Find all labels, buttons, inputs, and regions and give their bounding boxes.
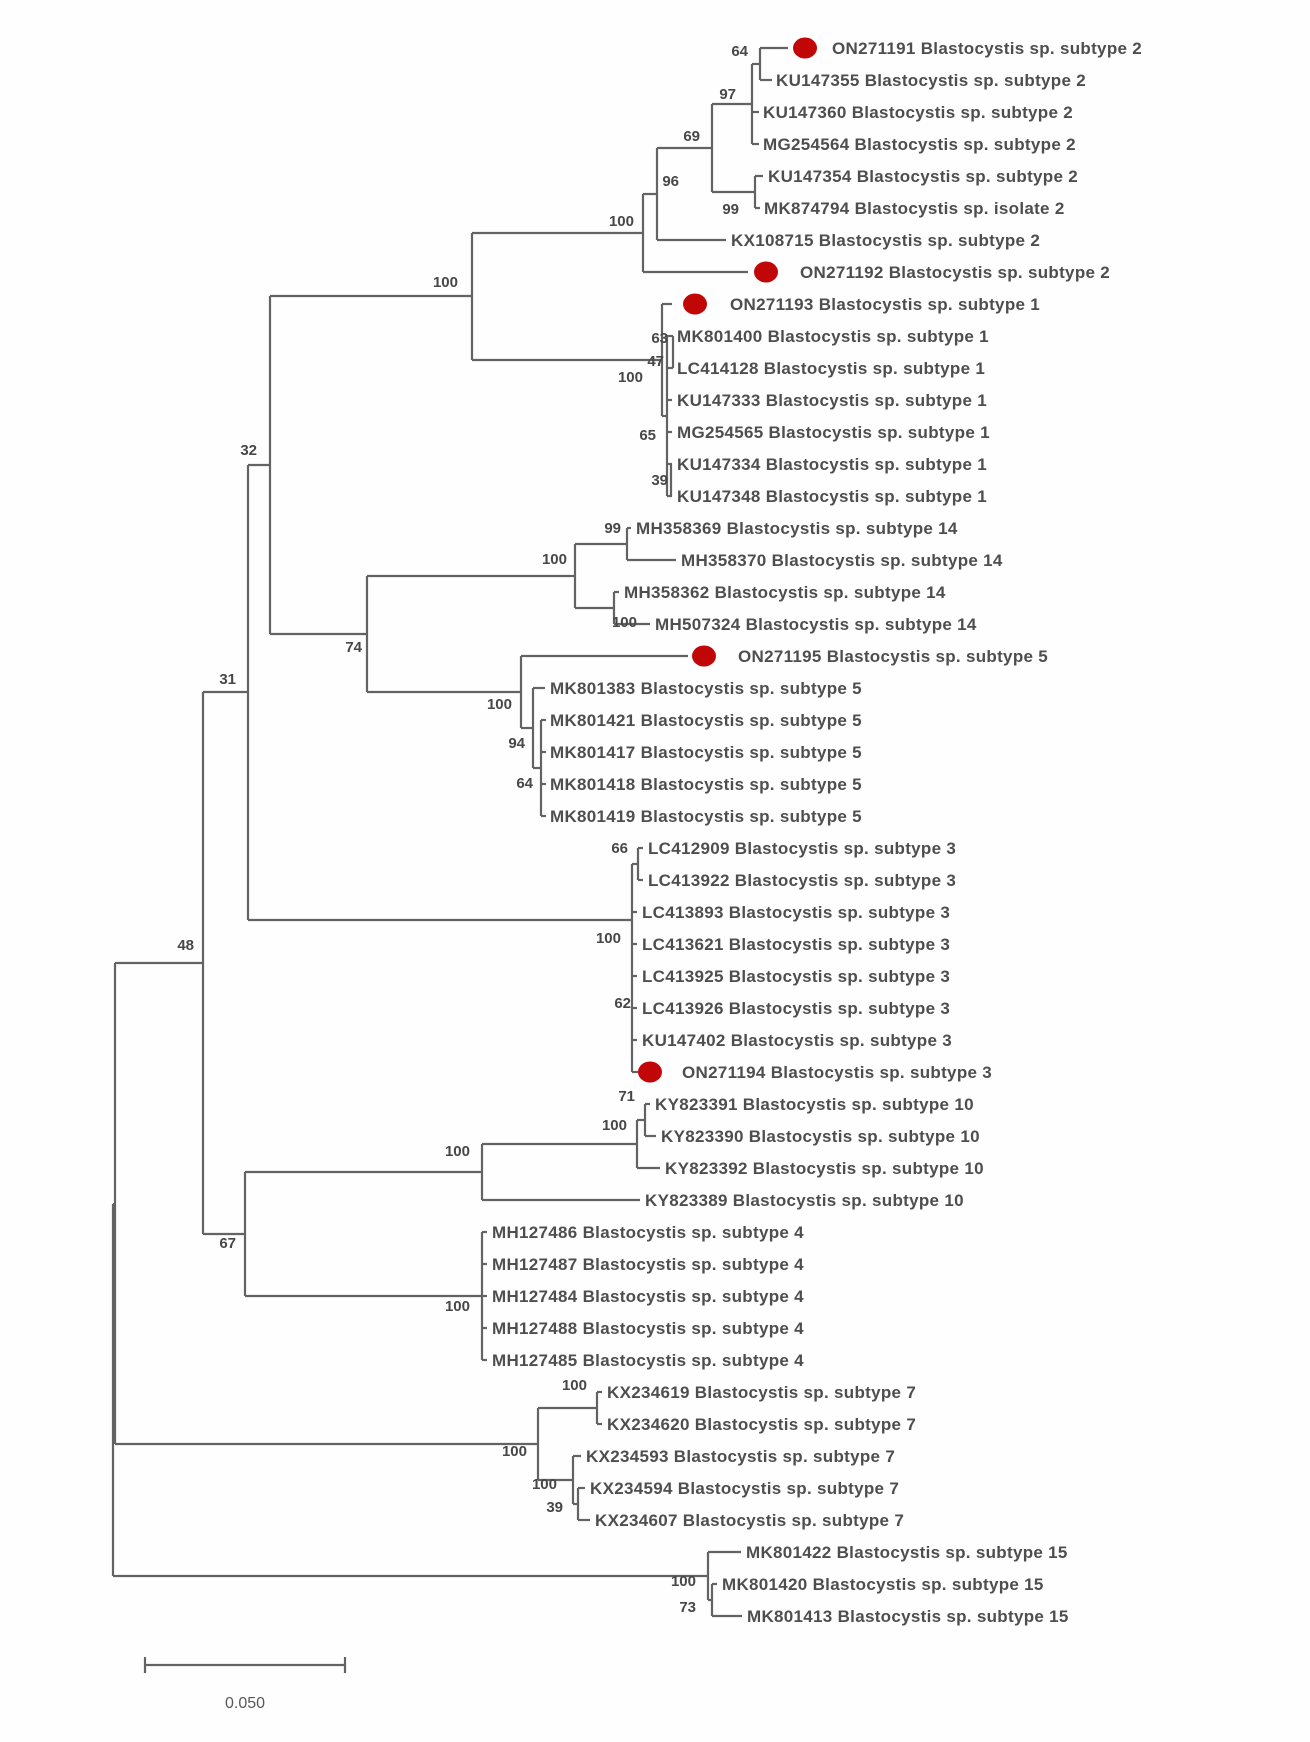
taxon-label: KY823389 Blastocystis sp. subtype 10	[645, 1191, 964, 1210]
taxon-label: KY823391 Blastocystis sp. subtype 10	[655, 1095, 974, 1114]
bootstrap-value: 39	[651, 472, 668, 489]
bootstrap-value: 100	[618, 369, 643, 386]
bootstrap-value: 100	[562, 1377, 587, 1394]
taxon-label: MH358369 Blastocystis sp. subtype 14	[636, 519, 958, 538]
taxon-label: KU147334 Blastocystis sp. subtype 1	[677, 455, 987, 474]
bootstrap-value: 48	[177, 937, 194, 954]
taxon-label: KU147360 Blastocystis sp. subtype 2	[763, 103, 1073, 122]
bootstrap-value: 100	[609, 213, 634, 230]
bootstrap-value: 69	[683, 128, 700, 145]
bootstrap-value: 32	[240, 442, 257, 459]
bootstrap-value: 97	[719, 86, 736, 103]
bootstrap-value: 39	[546, 1499, 563, 1516]
taxon-label: LC412909 Blastocystis sp. subtype 3	[648, 839, 956, 858]
taxon-label: KX234619 Blastocystis sp. subtype 7	[607, 1383, 916, 1402]
taxon-label: MH127485 Blastocystis sp. subtype 4	[492, 1351, 804, 1370]
taxon-label: MH127484 Blastocystis sp. subtype 4	[492, 1287, 804, 1306]
bootstrap-value: 99	[722, 201, 739, 218]
taxon-label: MK801383 Blastocystis sp. subtype 5	[550, 679, 862, 698]
taxon-label: KU147333 Blastocystis sp. subtype 1	[677, 391, 987, 410]
taxon-label: MH127486 Blastocystis sp. subtype 4	[492, 1223, 804, 1242]
bootstrap-value: 64	[731, 43, 748, 60]
bootstrap-value: 100	[542, 551, 567, 568]
taxon-label: MH127488 Blastocystis sp. subtype 4	[492, 1319, 804, 1338]
taxon-label: LC413621 Blastocystis sp. subtype 3	[642, 935, 950, 954]
taxon-label: KU147354 Blastocystis sp. subtype 2	[768, 167, 1078, 186]
taxon-label: MK801420 Blastocystis sp. subtype 15	[722, 1575, 1044, 1594]
bootstrap-value: 65	[639, 427, 656, 444]
taxon-label: ON271193 Blastocystis sp. subtype 1	[730, 295, 1040, 314]
bootstrap-value: 100	[671, 1573, 696, 1590]
taxon-label: LC413922 Blastocystis sp. subtype 3	[648, 871, 956, 890]
taxon-label: MK801422 Blastocystis sp. subtype 15	[746, 1543, 1068, 1562]
bootstrap-value: 73	[679, 1599, 696, 1616]
taxon-label: MH127487 Blastocystis sp. subtype 4	[492, 1255, 804, 1274]
taxon-label: MG254565 Blastocystis sp. subtype 1	[677, 423, 990, 442]
taxon-label: MK801417 Blastocystis sp. subtype 5	[550, 743, 862, 762]
taxon-label: MK801419 Blastocystis sp. subtype 5	[550, 807, 862, 826]
taxon-label: MK874794 Blastocystis sp. isolate 2	[764, 199, 1065, 218]
taxon-label: KX234593 Blastocystis sp. subtype 7	[586, 1447, 895, 1466]
bootstrap-value: 100	[612, 614, 637, 631]
taxon-label: MH507324 Blastocystis sp. subtype 14	[655, 615, 977, 634]
taxon-label: KX234607 Blastocystis sp. subtype 7	[595, 1511, 904, 1530]
taxon-label: KY823390 Blastocystis sp. subtype 10	[661, 1127, 980, 1146]
study-sequence-marker-dot	[793, 37, 817, 59]
bootstrap-value: 100	[433, 274, 458, 291]
taxon-label: MH358370 Blastocystis sp. subtype 14	[681, 551, 1003, 570]
taxon-label: MG254564 Blastocystis sp. subtype 2	[763, 135, 1076, 154]
bootstrap-value: 100	[445, 1143, 470, 1160]
study-sequence-marker-dot	[754, 261, 778, 283]
taxon-label: MK801413 Blastocystis sp. subtype 15	[747, 1607, 1069, 1626]
bootstrap-value: 100	[532, 1476, 557, 1493]
bootstrap-value: 64	[516, 775, 533, 792]
bootstrap-value: 100	[445, 1298, 470, 1315]
taxon-label: MK801418 Blastocystis sp. subtype 5	[550, 775, 862, 794]
bootstrap-value: 62	[614, 995, 631, 1012]
study-sequence-marker-dot	[638, 1061, 662, 1083]
taxon-label: KU147348 Blastocystis sp. subtype 1	[677, 487, 987, 506]
taxon-label: ON271194 Blastocystis sp. subtype 3	[682, 1063, 992, 1082]
bootstrap-value: 74	[345, 639, 362, 656]
taxon-label: ON271192 Blastocystis sp. subtype 2	[800, 263, 1110, 282]
bootstrap-value: 100	[602, 1117, 627, 1134]
bootstrap-value: 47	[647, 353, 664, 370]
bootstrap-value: 100	[487, 696, 512, 713]
taxon-label: KX234620 Blastocystis sp. subtype 7	[607, 1415, 916, 1434]
bootstrap-value: 96	[662, 173, 679, 190]
bootstrap-value: 71	[618, 1088, 635, 1105]
scale-bar-label: 0.050	[225, 1695, 265, 1712]
study-sequence-marker-dot	[683, 293, 707, 315]
bootstrap-value: 63	[651, 330, 668, 347]
taxon-label: LC413893 Blastocystis sp. subtype 3	[642, 903, 950, 922]
taxon-label: ON271195 Blastocystis sp. subtype 5	[738, 647, 1048, 666]
taxon-label: KU147355 Blastocystis sp. subtype 2	[776, 71, 1086, 90]
taxon-label: KX234594 Blastocystis sp. subtype 7	[590, 1479, 899, 1498]
bootstrap-value: 67	[219, 1235, 236, 1252]
bootstrap-value: 94	[508, 735, 525, 752]
taxon-label: ON271191 Blastocystis sp. subtype 2	[832, 39, 1142, 58]
bootstrap-value: 100	[502, 1443, 527, 1460]
taxon-label: MK801421 Blastocystis sp. subtype 5	[550, 711, 862, 730]
taxon-label: KY823392 Blastocystis sp. subtype 10	[665, 1159, 984, 1178]
bootstrap-value: 31	[219, 671, 236, 688]
taxon-label: KX108715 Blastocystis sp. subtype 2	[731, 231, 1040, 250]
taxon-label: LC413925 Blastocystis sp. subtype 3	[642, 967, 950, 986]
taxon-label: KU147402 Blastocystis sp. subtype 3	[642, 1031, 952, 1050]
taxon-label: MH358362 Blastocystis sp. subtype 14	[624, 583, 946, 602]
bootstrap-value: 100	[596, 930, 621, 947]
taxon-label: LC414128 Blastocystis sp. subtype 1	[677, 359, 985, 378]
taxon-label: LC413926 Blastocystis sp. subtype 3	[642, 999, 950, 1018]
bootstrap-value: 66	[611, 840, 628, 857]
bootstrap-value: 99	[604, 520, 621, 537]
study-sequence-marker-dot	[692, 645, 716, 667]
taxon-label: MK801400 Blastocystis sp. subtype 1	[677, 327, 989, 346]
